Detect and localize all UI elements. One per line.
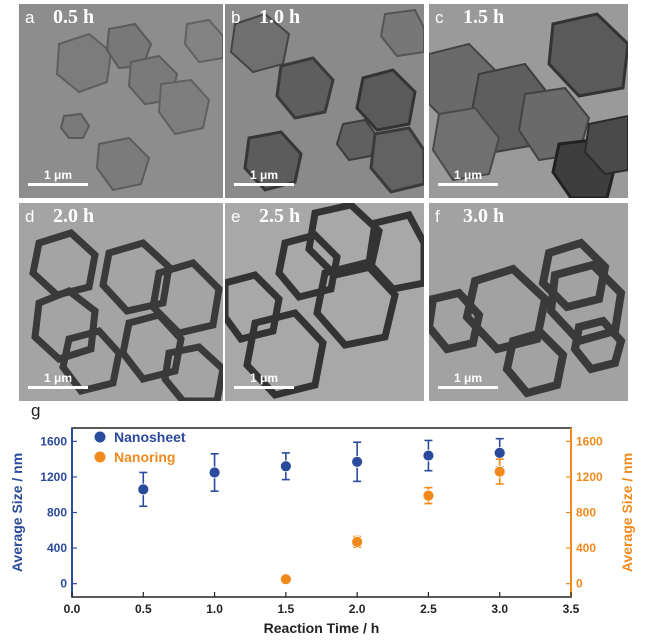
tem-panel-c: c 1.5 h 1 μm bbox=[429, 4, 628, 198]
x-tick-label: 2.0 bbox=[349, 602, 366, 616]
y-tick-label-left: 400 bbox=[47, 541, 67, 555]
data-point-nanoring bbox=[493, 465, 506, 478]
tem-image-b bbox=[225, 4, 424, 198]
data-point-nanosheet bbox=[422, 449, 435, 462]
y-tick-label-right: 0 bbox=[576, 577, 583, 591]
data-point-nanosheet bbox=[351, 455, 364, 468]
data-point-nanosheet bbox=[208, 466, 221, 479]
tem-image-d bbox=[19, 203, 223, 401]
scale-bar-line bbox=[234, 386, 294, 389]
x-tick-label: 0.5 bbox=[135, 602, 152, 616]
scale-bar-line bbox=[438, 183, 498, 186]
data-point-nanoring bbox=[422, 489, 435, 502]
scale-bar: 1 μm bbox=[234, 371, 294, 389]
panel-letter: c bbox=[435, 8, 444, 27]
data-point-nanosheet bbox=[137, 483, 150, 496]
scale-bar: 1 μm bbox=[28, 371, 88, 389]
scale-bar-label: 1 μm bbox=[43, 371, 73, 385]
tem-panel-b: b 1.0 h 1 μm bbox=[225, 4, 424, 198]
scale-bar-line bbox=[234, 183, 294, 186]
data-point-nanosheet bbox=[493, 447, 506, 459]
data-point-nanoring bbox=[351, 535, 364, 548]
panel-time-label: 3.0 h bbox=[463, 205, 505, 227]
scale-bar-label: 1 μm bbox=[249, 371, 279, 385]
scale-bar: 1 μm bbox=[234, 168, 294, 186]
panel-letter: b bbox=[231, 8, 241, 27]
scale-bar: 1 μm bbox=[28, 168, 88, 186]
scale-bar-line bbox=[28, 183, 88, 186]
tem-panel-d: d 2.0 h 1 μm bbox=[19, 203, 223, 401]
x-tick-label: 1.0 bbox=[206, 602, 223, 616]
tem-image-f bbox=[429, 203, 628, 401]
scale-bar-label: 1 μm bbox=[453, 371, 483, 385]
legend-marker-nanosheet bbox=[94, 431, 106, 443]
panel-time-label: 2.0 h bbox=[53, 205, 95, 227]
scale-bar-label: 1 μm bbox=[453, 168, 483, 182]
panel-time-label: 1.5 h bbox=[463, 6, 505, 28]
x-axis-label: Reaction Time / h bbox=[264, 620, 380, 636]
panel-letter-g: g bbox=[31, 401, 41, 420]
tem-panel-a: a 0.5 h 1 μm bbox=[19, 4, 223, 198]
panel-letter: a bbox=[25, 8, 35, 27]
tem-image-c bbox=[429, 4, 628, 198]
y-axis-label-left: Average Size / nm bbox=[9, 453, 25, 572]
y-tick-label-right: 1600 bbox=[576, 434, 603, 448]
y-tick-label-right: 800 bbox=[576, 506, 596, 520]
panel-letter: f bbox=[435, 207, 440, 226]
size-vs-time-chart: 0.0 0.5 1.0 1.5 2.0 2.5 3.0 3.5 0 0 400 400 800 800 12… bbox=[9, 427, 635, 636]
scale-bar-line bbox=[438, 386, 498, 389]
tem-image-a bbox=[19, 4, 223, 198]
legend-label-nanoring: Nanoring bbox=[114, 449, 175, 465]
scale-bar-line bbox=[28, 386, 88, 389]
y-tick-label-left: 800 bbox=[47, 506, 67, 520]
x-tick-label: 1.5 bbox=[278, 602, 295, 616]
x-tick-label: 3.5 bbox=[563, 602, 580, 616]
panel-time-label: 2.5 h bbox=[259, 205, 301, 227]
scale-bar: 1 μm bbox=[438, 371, 498, 389]
x-tick-label: 2.5 bbox=[420, 602, 437, 616]
panel-time-label: 0.5 h bbox=[53, 6, 95, 28]
y-axis-label-right: Average Size / nm bbox=[619, 453, 635, 572]
y-tick-label-right: 400 bbox=[576, 541, 596, 555]
legend-label-nanosheet: Nanosheet bbox=[114, 429, 186, 445]
scale-bar-label: 1 μm bbox=[43, 168, 73, 182]
x-tick-label: 3.0 bbox=[491, 602, 508, 616]
y-tick-label-right: 1200 bbox=[576, 470, 603, 484]
data-point-nanosheet bbox=[279, 460, 292, 473]
legend-marker-nanoring bbox=[94, 451, 106, 463]
tem-image-e bbox=[225, 203, 424, 401]
scale-bar-label: 1 μm bbox=[249, 168, 279, 182]
y-tick-label-left: 0 bbox=[60, 577, 67, 591]
panel-letter: e bbox=[231, 207, 241, 226]
tem-panel-f: f 3.0 h 1 μm bbox=[429, 203, 628, 401]
panel-time-label: 1.0 h bbox=[259, 6, 301, 28]
tem-panel-e: e 2.5 h 1 μm bbox=[225, 203, 424, 401]
x-tick-label: 0.0 bbox=[64, 602, 81, 616]
y-tick-label-left: 1200 bbox=[40, 470, 67, 484]
data-point-nanoring bbox=[279, 573, 292, 586]
y-tick-label-left: 1600 bbox=[40, 434, 67, 448]
panel-letter: d bbox=[25, 207, 35, 226]
scale-bar: 1 μm bbox=[438, 168, 498, 186]
